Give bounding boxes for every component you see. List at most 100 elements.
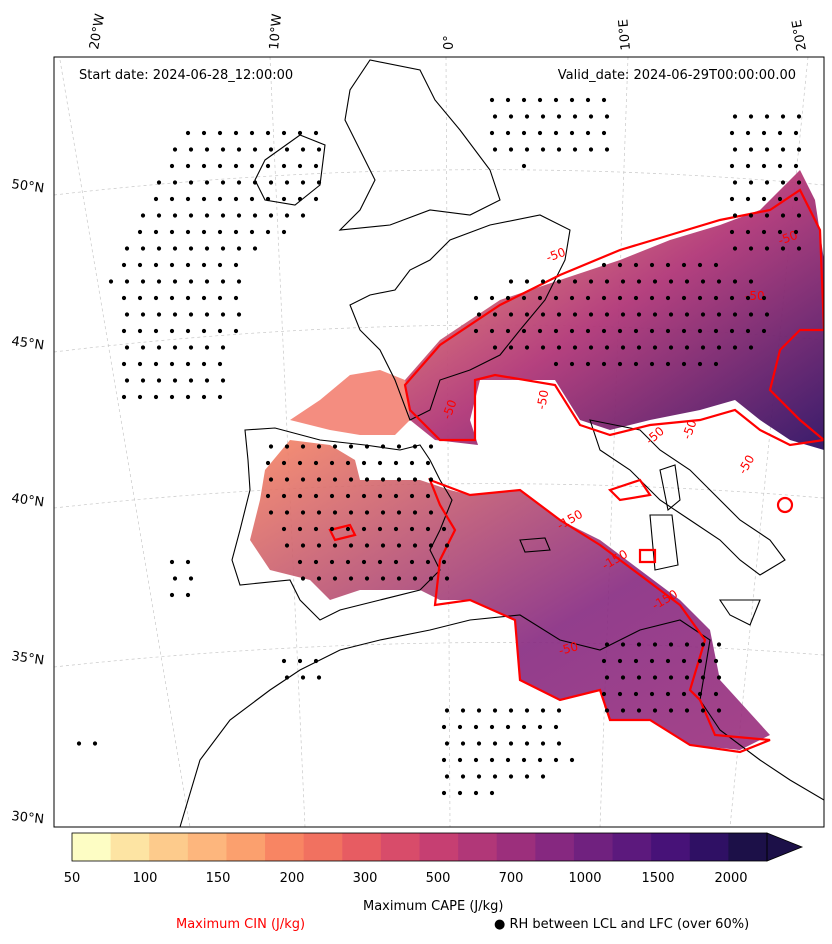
rh-dot <box>76 741 82 746</box>
rh-dot <box>748 312 754 317</box>
rh-dot <box>684 312 690 317</box>
rh-dot <box>236 312 242 317</box>
rh-dot <box>172 378 178 383</box>
rh-dot <box>665 361 671 367</box>
rh-dot <box>204 378 210 383</box>
rh-dot <box>556 279 562 284</box>
colorbar-tick: 150 <box>205 871 231 886</box>
rh-dot <box>793 229 799 235</box>
rh-dot <box>217 394 223 400</box>
coast-britain <box>338 59 501 231</box>
rh-dot <box>316 543 322 548</box>
rh-dot <box>396 477 402 482</box>
rh-dot <box>732 213 738 218</box>
rh-dot <box>393 493 399 499</box>
rh-dot <box>569 328 575 334</box>
rh-dot <box>233 295 239 301</box>
rh-dot <box>521 130 527 136</box>
cin-label: -50 <box>544 245 567 265</box>
rh-dot <box>313 658 319 664</box>
rh-dot <box>745 328 751 334</box>
rh-dot <box>777 196 783 202</box>
rh-dot <box>457 724 463 730</box>
rh-dot <box>537 724 543 730</box>
rh-dot <box>681 262 687 268</box>
rh-dot <box>153 361 159 367</box>
rh-dot <box>745 163 751 169</box>
rh-dot <box>201 196 207 202</box>
rh-dot <box>732 279 738 284</box>
cin-contour-small2 <box>776 496 794 514</box>
rh-dot <box>524 345 530 350</box>
rh-dot <box>428 510 434 515</box>
rh-dot <box>729 163 735 169</box>
rh-dot <box>329 493 335 499</box>
cin-label: -50 <box>643 424 667 447</box>
rh-dot <box>364 576 370 581</box>
rh-dot <box>316 477 322 482</box>
rh-dot <box>140 345 146 350</box>
rh-dot <box>316 576 322 581</box>
rh-dot <box>204 147 210 152</box>
rh-dot <box>601 658 607 664</box>
rh-dot <box>521 163 527 169</box>
rh-dot <box>313 526 319 532</box>
rh-dot <box>489 97 495 103</box>
rh-dot <box>220 378 226 383</box>
coast-sicily <box>718 599 761 626</box>
rh-dot <box>188 345 194 350</box>
rh-dot <box>169 295 175 301</box>
rh-dot <box>204 213 210 218</box>
rh-dot <box>508 774 514 779</box>
rh-dot <box>489 790 495 796</box>
rh-dot <box>505 724 511 730</box>
rh-dot <box>233 196 239 202</box>
rh-dot <box>377 493 383 499</box>
rh-dot <box>297 493 303 499</box>
lat-label: 35°N <box>10 649 45 668</box>
rh-dot <box>348 510 354 515</box>
rh-dot <box>681 295 687 301</box>
rh-dot <box>796 246 802 251</box>
rh-dot <box>761 328 767 334</box>
rh-dot <box>505 130 511 136</box>
rh-dot <box>265 130 271 136</box>
rh-dot <box>441 790 447 796</box>
rh-dot <box>473 790 479 796</box>
rh-dot <box>748 345 754 350</box>
rh-dot <box>745 196 751 202</box>
rh-dot <box>601 262 607 268</box>
longitude-labels: 20°W 10°W 0° 10°E 20°E <box>87 13 810 52</box>
rh-dot <box>780 246 786 251</box>
rh-dot <box>732 147 738 152</box>
rh-dot <box>505 97 511 103</box>
rh-dots <box>76 97 802 796</box>
rh-dot <box>140 213 146 218</box>
rh-dot <box>316 180 322 185</box>
rh-dot <box>489 724 495 730</box>
rh-dot <box>761 130 767 136</box>
rh-dot <box>441 724 447 730</box>
rh-dot <box>620 708 626 713</box>
colorbar-segment <box>458 833 498 861</box>
rh-dot <box>649 328 655 334</box>
rh-dot <box>268 147 274 152</box>
rh-dot <box>121 295 127 301</box>
rh-dot <box>380 510 386 515</box>
rh-dot <box>508 279 514 284</box>
rh-dot <box>681 361 687 367</box>
colorbar-tick: 500 <box>425 871 451 886</box>
rh-dot <box>761 196 767 202</box>
colorbar-segment <box>419 833 459 861</box>
lat-label: 50°N <box>10 177 45 196</box>
rh-dot <box>185 394 191 400</box>
rh-dot <box>428 543 434 548</box>
rh-dot <box>268 213 274 218</box>
rh-dot <box>732 180 738 185</box>
rh-dot <box>297 559 303 565</box>
rh-dot <box>588 279 594 284</box>
rh-dot <box>697 691 703 697</box>
coast-italy <box>589 419 786 576</box>
rh-dot <box>236 279 242 284</box>
rh-dot <box>492 345 498 350</box>
